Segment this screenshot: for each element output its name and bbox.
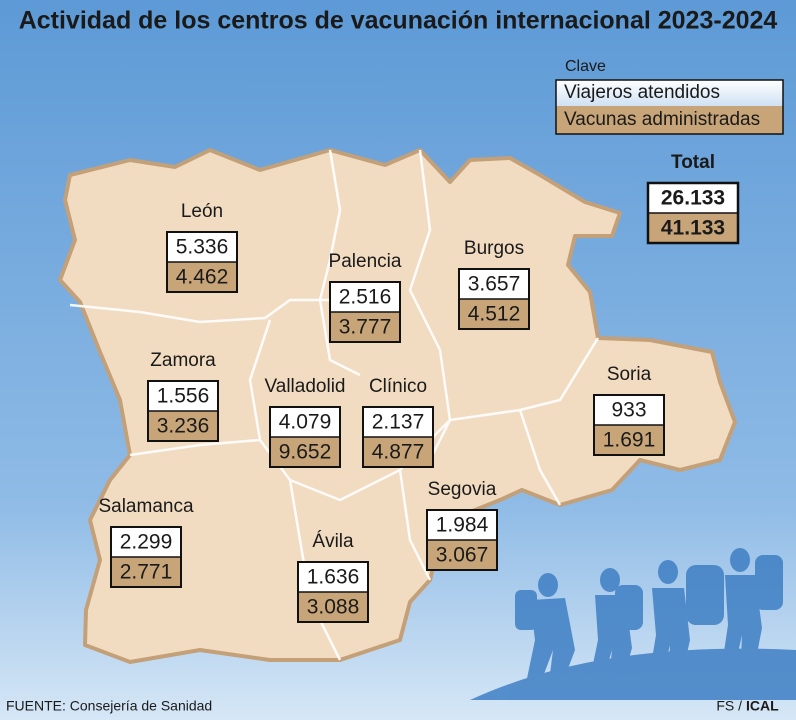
viajeros-value: 2.516 [339, 286, 392, 309]
province-name: Valladolid [265, 376, 346, 397]
box-bottom [427, 540, 497, 570]
vacunas-value: 3.067 [436, 544, 489, 567]
province-name: Salamanca [98, 496, 193, 517]
viajeros-value: 3.657 [468, 273, 521, 296]
box-top [330, 282, 400, 312]
box-top [363, 407, 433, 437]
box-top [111, 527, 181, 557]
box-bottom [594, 425, 664, 455]
box-bottom [298, 592, 368, 622]
province-name: León [181, 201, 223, 222]
viajeros-value: 1.556 [157, 385, 210, 408]
vacunas-value: 4.512 [468, 303, 521, 326]
legend-box [555, 79, 784, 135]
vacunas-value: 3.088 [307, 596, 360, 619]
viajeros-value: 2.137 [372, 411, 425, 434]
box-top [298, 562, 368, 592]
province-borders [69, 149, 600, 661]
province-name: Burgos [464, 238, 524, 259]
box-top [167, 232, 237, 262]
credit-agency: ICAL [746, 698, 779, 714]
vacunas-value: 9.652 [279, 441, 332, 464]
box-top [148, 381, 218, 411]
province-name: Segovia [428, 479, 497, 500]
legend-heading: Clave [565, 58, 606, 75]
box-bottom [330, 312, 400, 342]
vacunas-value: 4.462 [176, 266, 229, 289]
legend-item: Vacunas administradas [564, 109, 760, 130]
box-top [459, 269, 529, 299]
viajeros-value: 4.079 [279, 411, 332, 434]
province-name: Zamora [150, 350, 216, 371]
vacunas-value: 2.771 [120, 561, 173, 584]
viajeros-value: 5.336 [176, 236, 229, 259]
legend-swatch [556, 80, 783, 106]
box-bottom [270, 437, 340, 467]
box-top [427, 510, 497, 540]
box-bottom [459, 299, 529, 329]
total-label: Total [671, 152, 715, 173]
province-name: Ávila [312, 531, 354, 552]
title: Actividad de los centros de vacunación i… [19, 7, 778, 35]
box-bottom [148, 411, 218, 441]
viajeros-value: 26.133 [661, 187, 725, 210]
viajeros-value: 1.636 [307, 566, 360, 589]
viajeros-value: 933 [611, 399, 646, 422]
province-name: Clínico [369, 376, 427, 397]
source: FUENTE: Consejería de Sanidad [6, 698, 212, 714]
box-top [270, 407, 340, 437]
legend-swatch [556, 106, 783, 134]
box-bottom [648, 213, 738, 243]
viajeros-value: 1.984 [436, 514, 489, 537]
vacunas-value: 41.133 [661, 217, 725, 240]
vacunas-value: 4.877 [372, 441, 425, 464]
box-top [594, 395, 664, 425]
vacunas-value: 1.691 [603, 429, 656, 452]
box-bottom [167, 262, 237, 292]
vacunas-value: 3.777 [339, 316, 392, 339]
province-boxes: León 5.336 4.462 Palencia 2.516 3.777 Burgos 3.… [98, 152, 740, 623]
box-top [648, 183, 738, 213]
legend-item: Viajeros atendidos [564, 82, 720, 103]
province-name: Palencia [329, 251, 402, 272]
box-bottom [363, 437, 433, 467]
vacunas-value: 3.236 [157, 415, 210, 438]
province-name: Soria [607, 364, 652, 385]
box-bottom [111, 557, 181, 587]
viajeros-value: 2.299 [120, 531, 173, 554]
hikers-silhouette [470, 548, 796, 700]
credit-author: FS / [716, 698, 742, 714]
